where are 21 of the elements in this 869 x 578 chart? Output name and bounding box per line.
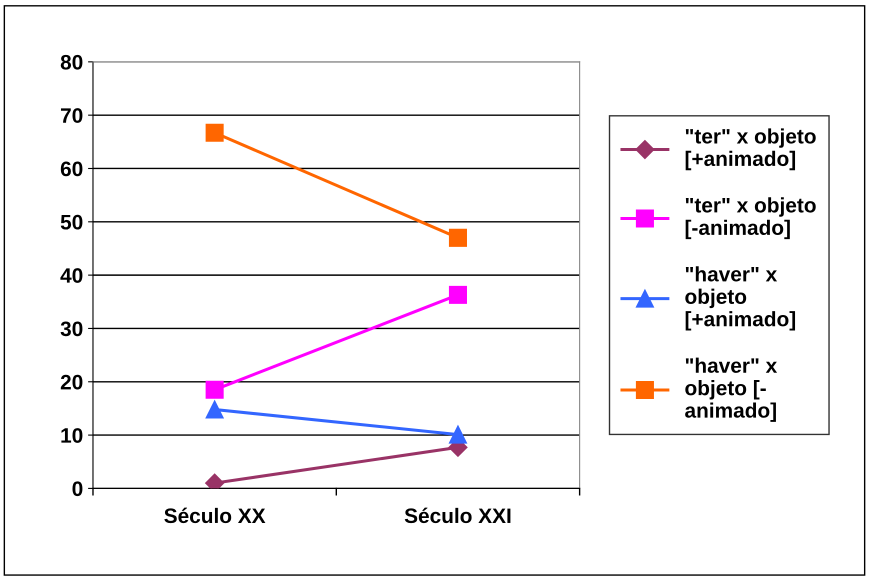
legend-label: "ter" x objeto [-animado] [686, 197, 816, 240]
y-tick-label: 50 [60, 214, 82, 230]
x-tick-label: Século XXI [404, 508, 510, 524]
y-tick-label: 40 [60, 268, 82, 283]
y-tick-label: 30 [60, 321, 82, 336]
y-tick-label: 80 [60, 54, 82, 70]
x-tick-label: Século XX [164, 508, 266, 524]
point [206, 400, 224, 419]
y-tick-label: 10 [61, 428, 82, 443]
y-tick-label: 70 [60, 108, 82, 123]
y-tick-label: 0 [72, 481, 82, 496]
y-tick-label: 60 [60, 161, 82, 176]
legend-label: "haver" x objeto [- animado] [685, 358, 778, 422]
y-tick-label: 20 [60, 374, 82, 390]
legend-label: "ter" x objeto [+animado] [686, 128, 816, 170]
point [448, 426, 467, 444]
point [206, 124, 224, 142]
point [448, 286, 467, 304]
point [448, 228, 467, 247]
legend-label: "haver" x objeto [+animado] [685, 266, 796, 331]
point [206, 380, 224, 399]
